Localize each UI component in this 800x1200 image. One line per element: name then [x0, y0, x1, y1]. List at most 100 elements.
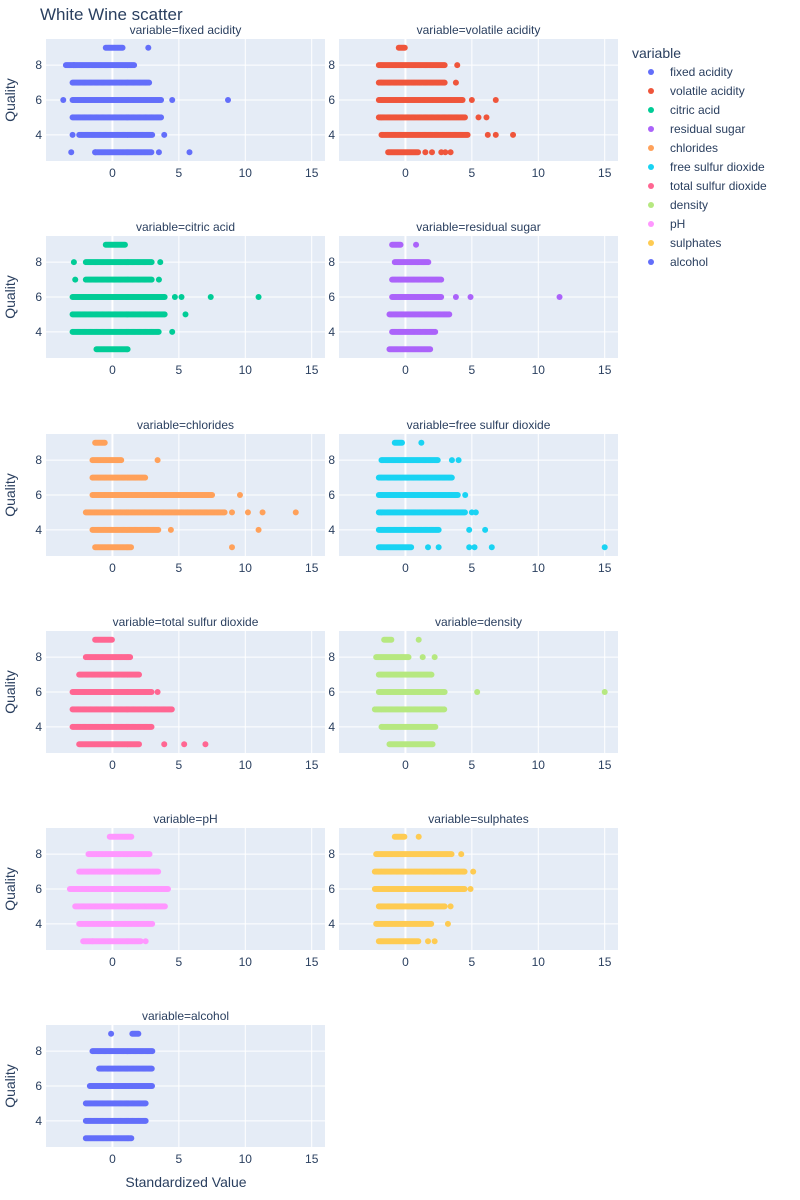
x-tick-label: 5	[176, 758, 183, 772]
data-point	[72, 276, 79, 283]
data-point	[229, 509, 235, 516]
x-tick-label: 15	[305, 1152, 319, 1166]
legend-marker	[648, 259, 654, 265]
legend-item[interactable]: citric acid	[648, 103, 720, 117]
facet-volatile-acidity: variable=volatile acidity 0 5 10 15 4 6 8	[328, 23, 618, 180]
data-point	[92, 149, 99, 156]
data-point	[441, 706, 448, 713]
x-tick-label: 15	[305, 166, 319, 180]
legend-marker	[648, 107, 654, 113]
series-points-citric-acid	[69, 241, 262, 353]
facet-fixed-acidity: variable=fixed acidity 0 5 10 15 4 6 8 Quality	[2, 23, 325, 180]
data-point	[442, 149, 449, 156]
data-point	[388, 636, 395, 643]
legend-item[interactable]: fixed acidity	[648, 65, 733, 79]
data-point	[483, 114, 490, 121]
data-point	[169, 328, 176, 335]
data-point	[128, 833, 135, 840]
data-point	[146, 851, 153, 858]
y-tick-label: 8	[328, 650, 335, 664]
legend-label: total sulfur dioxide	[670, 179, 767, 193]
data-point	[472, 509, 479, 516]
y-tick-label: 6	[328, 488, 335, 502]
legend-item[interactable]: free sulfur dioxide	[648, 160, 765, 174]
data-point	[428, 671, 435, 678]
x-tick-label: 0	[402, 758, 409, 772]
data-point	[488, 544, 495, 551]
data-point	[167, 526, 174, 533]
series-points-pH	[66, 833, 171, 945]
x-tick-label: 10	[239, 955, 253, 969]
data-point	[155, 149, 162, 156]
y-axis-title: Quality	[2, 670, 18, 714]
legend-marker	[648, 88, 654, 94]
legend-item[interactable]: total sulfur dioxide	[648, 179, 767, 193]
y-tick-label: 6	[35, 882, 42, 896]
data-point	[142, 1100, 149, 1107]
data-point	[467, 294, 474, 300]
legend-item[interactable]: density	[648, 198, 708, 212]
data-point	[448, 851, 455, 858]
legend-item[interactable]: residual sugar	[648, 122, 745, 136]
series-points-free-sulfur-dioxide	[375, 439, 608, 551]
data-point	[427, 346, 434, 353]
x-tick-label: 15	[598, 955, 612, 969]
data-point	[121, 241, 128, 248]
x-tick-label: 0	[109, 363, 116, 377]
legend[interactable]: variable fixed acidity volatile acidity ci…	[632, 45, 767, 269]
legend-marker	[648, 202, 654, 208]
x-tick-label: 5	[176, 955, 183, 969]
legend-item[interactable]: sulphates	[648, 236, 721, 250]
data-point	[556, 294, 563, 300]
legend-label: pH	[670, 217, 685, 231]
y-tick-label: 8	[35, 255, 42, 269]
data-point	[446, 311, 453, 318]
data-point	[244, 509, 251, 516]
legend-marker	[648, 164, 654, 170]
x-tick-label: 5	[469, 955, 476, 969]
y-tick-label: 4	[328, 720, 335, 734]
legend-item[interactable]: chlorides	[648, 141, 718, 155]
data-point	[68, 149, 75, 156]
data-point	[182, 311, 189, 318]
x-tick-label: 5	[176, 561, 183, 575]
legend-marker	[648, 221, 654, 227]
legend-label: citric acid	[670, 103, 720, 117]
x-tick-label: 10	[532, 363, 546, 377]
data-point	[89, 938, 96, 945]
legend-item[interactable]: pH	[648, 217, 685, 231]
data-point	[425, 938, 432, 945]
data-point	[470, 868, 477, 875]
y-tick-label: 8	[35, 1044, 42, 1058]
data-point	[142, 474, 149, 481]
x-tick-label: 15	[598, 166, 612, 180]
data-point	[148, 276, 155, 283]
data-point	[461, 868, 468, 875]
data-point	[127, 654, 134, 661]
y-axis-title: Quality	[2, 867, 18, 911]
data-point	[418, 439, 425, 446]
y-axis-title: Quality	[2, 1064, 18, 1108]
data-point	[149, 131, 156, 138]
y-tick-label: 8	[328, 847, 335, 861]
data-point	[452, 294, 459, 300]
x-tick-label: 15	[305, 955, 319, 969]
data-point	[425, 544, 432, 551]
y-tick-label: 6	[35, 685, 42, 699]
data-point	[454, 492, 461, 498]
y-tick-label: 4	[35, 325, 42, 339]
data-point	[434, 457, 441, 464]
data-point	[422, 149, 429, 156]
legend-item[interactable]: alcohol	[648, 255, 708, 269]
x-tick-label: 10	[239, 1152, 253, 1166]
data-point	[475, 114, 482, 121]
data-point	[161, 903, 168, 910]
legend-item[interactable]: volatile acidity	[648, 84, 745, 98]
data-point	[467, 886, 474, 892]
subplot-title: variable=alcohol	[142, 1009, 229, 1023]
data-point	[135, 1030, 142, 1037]
x-tick-label: 0	[402, 363, 409, 377]
series-points-sulphates	[371, 833, 477, 945]
data-point	[161, 311, 168, 318]
